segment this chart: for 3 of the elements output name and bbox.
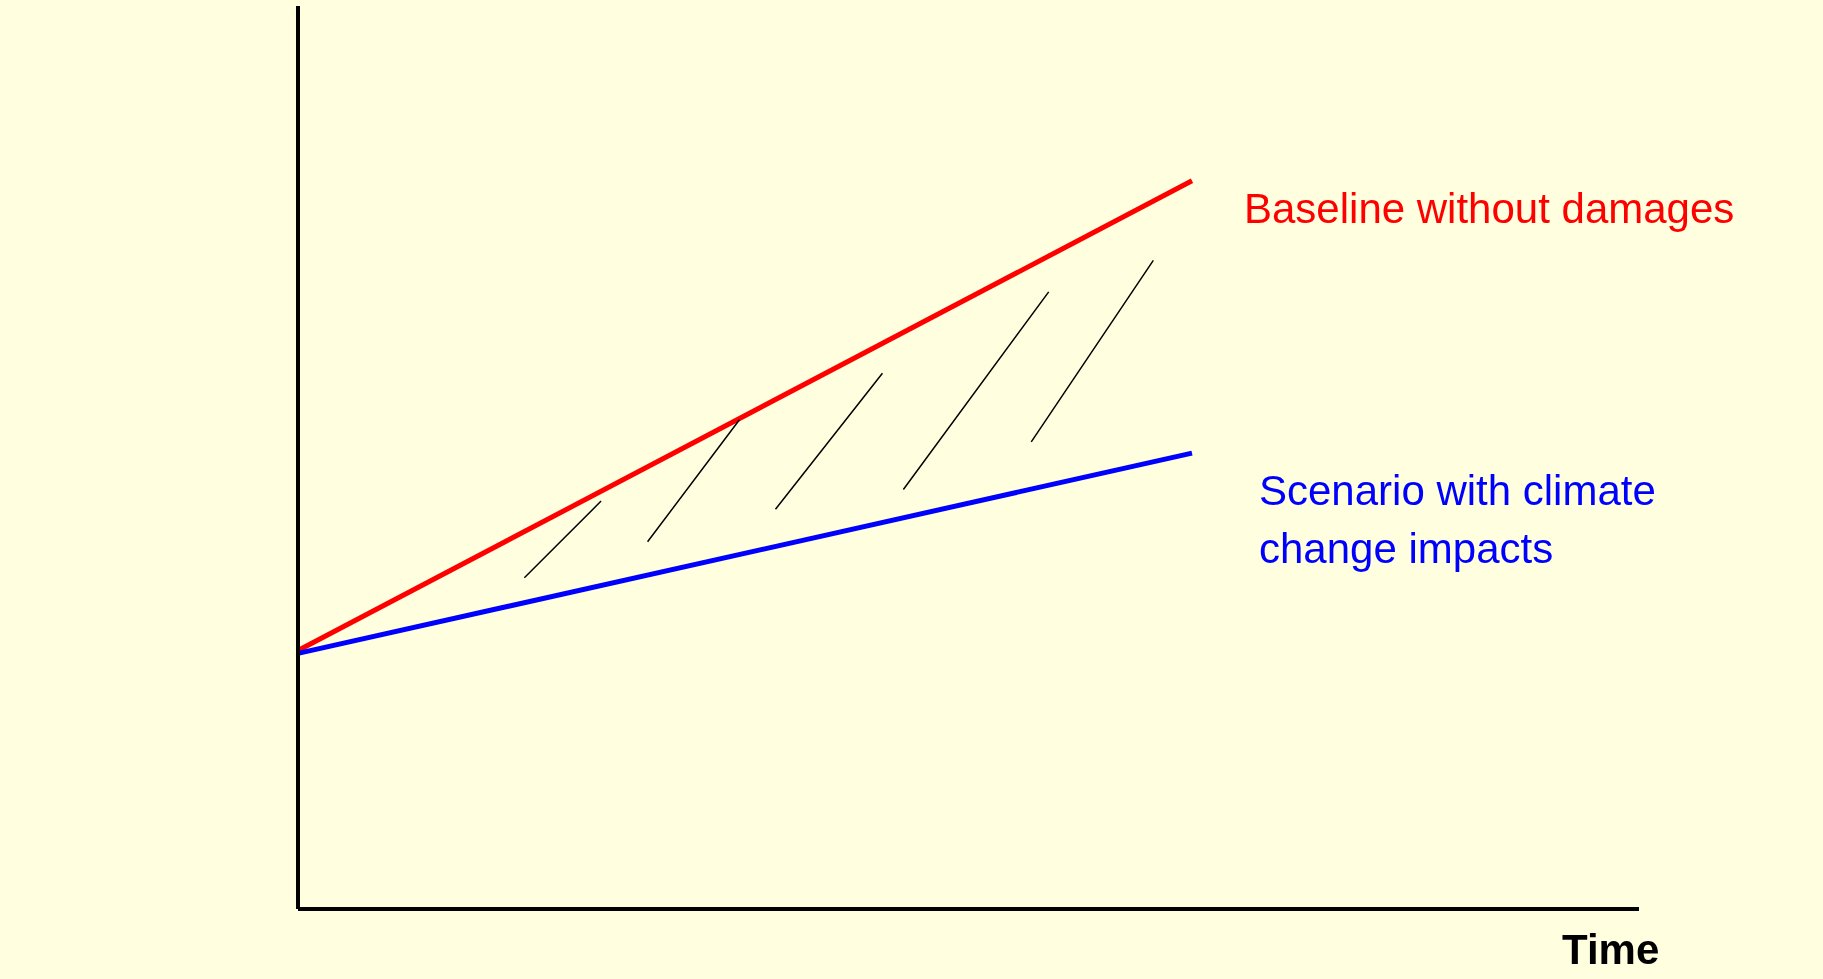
series-label: Scenario with climate change impacts: [1259, 466, 1657, 574]
x-axis-title: Time: [1562, 926, 1660, 974]
series-label: Baseline without damages: [1244, 184, 1736, 234]
